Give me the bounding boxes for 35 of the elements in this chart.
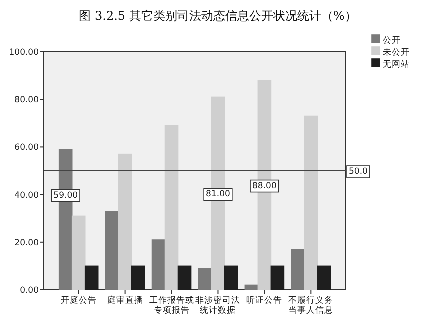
y-tick-label: 40.00 xyxy=(14,190,39,201)
y-tick-label: 80.00 xyxy=(14,96,39,106)
legend-label: 无网站 xyxy=(383,59,410,70)
bar xyxy=(317,266,332,290)
bar xyxy=(291,249,306,290)
chart-title: 图 3.2.5 其它类别司法动态信息公开状况统计（%） xyxy=(79,9,357,23)
bar xyxy=(224,266,238,290)
y-tick-label: 60.00 xyxy=(14,143,39,154)
y-tick-label: 20.00 xyxy=(14,238,39,248)
bar xyxy=(198,268,212,290)
bar xyxy=(304,116,318,290)
x-tick-label: 工作报告或专项报告 xyxy=(149,295,194,316)
bar xyxy=(164,125,179,290)
x-tick-label: 非涉密司法统计数据 xyxy=(196,295,241,316)
bar xyxy=(105,211,120,290)
bar xyxy=(84,266,99,290)
legend-label: 公开 xyxy=(383,35,401,46)
x-tick-label: 不履行义务当事人信息 xyxy=(288,295,334,316)
y-tick-label: 0.00 xyxy=(20,286,39,296)
bar xyxy=(270,266,285,290)
bar xyxy=(244,284,259,290)
x-tick-label: 开庭公告 xyxy=(60,295,97,306)
x-tick-label: 庭审直播 xyxy=(107,295,144,306)
bar xyxy=(118,154,132,290)
y-tick-label: 100.00 xyxy=(9,48,39,58)
bar xyxy=(178,266,192,290)
bar xyxy=(152,240,166,290)
data-label: 59.00 xyxy=(54,190,78,201)
legend-label: 未公开 xyxy=(383,47,410,58)
x-tick-label: 听证公告 xyxy=(246,295,283,306)
bar xyxy=(131,266,146,290)
bar xyxy=(72,216,86,290)
data-label: 81.00 xyxy=(206,190,230,200)
ref-line-label: 50.0 xyxy=(349,167,368,177)
data-label: 88.00 xyxy=(252,181,277,192)
